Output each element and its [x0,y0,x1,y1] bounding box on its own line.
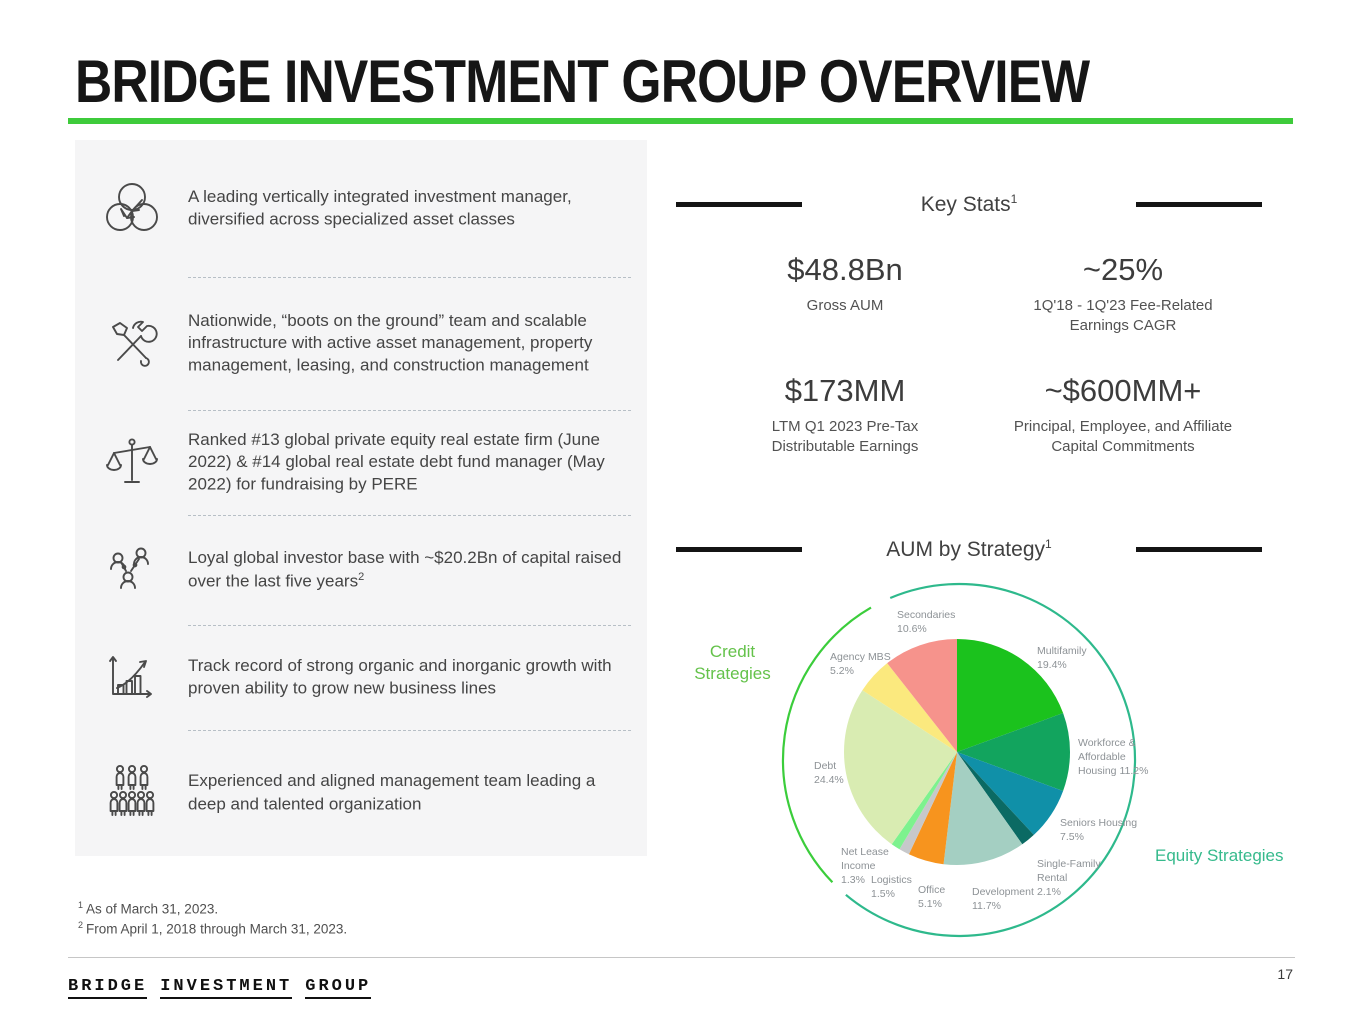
aum-heading: AUM by Strategy1 [676,537,1262,562]
integrated-circles-icon [105,182,158,231]
list-item: Loyal global investor base with ~$20.2Bn… [75,515,647,625]
pie-label-net-lease-income: Net Lease Income 1.3% [841,846,889,886]
pie-label-agency-mbs: Agency MBS 5.2% [830,651,891,677]
divider [188,625,631,626]
list-item-text: Experienced and aligned management team … [188,771,596,814]
investor-network-icon [109,547,149,589]
divider [188,410,631,411]
stat-value: $48.8Bn [787,252,903,287]
key-stats-heading: Key Stats1 [676,192,1262,217]
pie-label-office: Office 5.1% [918,884,946,910]
list-item-text: Nationwide, “boots on the ground” team a… [188,310,593,376]
key-stats-grid: $48.8Bn Gross AUM ~25% 1Q'18 - 1Q'23 Fee… [676,252,1262,457]
list-item: Track record of strong organic and inorg… [75,625,647,730]
pie-label-multifamily: Multifamily 19.4% [1037,645,1087,671]
stat-distributable-earnings: $173MM LTM Q1 2023 Pre-Tax Distributable… [706,373,984,458]
list-item: Experienced and aligned management team … [75,730,647,856]
pie-slice-multifamily [957,639,1064,752]
footnote-2: 2 From April 1, 2018 through March 31, 20… [78,919,348,937]
stat-label: Principal, Employee, and Affiliate Capit… [1013,417,1233,455]
pie-label-development: Development 11.7% [972,886,1034,912]
pie-slice-seniors-housing [957,752,1064,835]
stat-gross-aum: $48.8Bn Gross AUM [706,252,984,337]
company-logo: BRIDGE INVESTMENT GROUP [68,977,372,999]
pie-label-single-family-rental: Single-Family Rental 2.1% [1037,858,1101,898]
list-item: Nationwide, “boots on the ground” team a… [75,277,647,410]
divider [188,515,631,516]
pie-slice-office [908,752,957,865]
stat-value: ~25% [1082,252,1164,287]
strategy-ring-arc-credit [781,606,872,884]
pie-slice-agency-mbs [862,663,957,752]
pie-label-seniors-housing: Seniors Housing 7.5% [1060,817,1138,843]
title-underline [68,118,1293,124]
heading-bar-right [1136,547,1262,552]
stat-label: Gross AUM [806,297,884,314]
divider [188,730,631,731]
pie-label-workforce-affordable-housing: Workforce & Affordable Housing 11.2% [1078,737,1149,777]
pie-slice-secondaries [887,639,957,752]
stat-value: ~$600MM+ [1044,372,1202,408]
page-number: 17 [1277,966,1293,982]
key-stats-title: Key Stats1 [920,192,1018,216]
heading-bar-left [676,202,802,207]
footer-divider [68,957,1295,958]
stat-value: $173MM [784,372,906,408]
list-item-text: Ranked #13 global private equity real es… [188,429,605,495]
pie-slice-development [943,752,1023,866]
list-item-text: Track record of strong organic and inorg… [188,655,612,698]
credit-strategies-label: Credit Strategies [694,642,771,684]
stat-fee-related-earnings-cagr: ~25% 1Q'18 - 1Q'23 Fee-Related Earnings … [984,252,1262,337]
pie-slice-net-lease-income [891,752,957,850]
equity-strategies-label: Equity Strategies [1155,846,1284,865]
list-item-text: A leading vertically integrated investme… [188,186,572,229]
aum-title: AUM by Strategy1 [886,537,1052,561]
tools-icon [111,320,158,367]
pie-label-logistics: Logistics 1.5% [871,874,912,900]
stat-label: LTM Q1 2023 Pre-Tax Distributable Earnin… [771,417,919,455]
pie-slice-workforce-affordable-housing [957,713,1071,791]
scales-icon [105,437,158,483]
divider [188,277,631,278]
pie-slice-logistics [899,752,957,855]
stat-label: 1Q'18 - 1Q'23 Fee-Related Earnings CAGR [1033,297,1213,335]
list-item: Ranked #13 global private equity real es… [75,410,647,515]
heading-bar-right [1136,202,1262,207]
growth-chart-icon [108,655,152,698]
list-item-text: Loyal global investor base with ~$20.2Bn… [188,548,622,591]
aum-pie-chart [781,582,1137,938]
team-people-icon [109,764,154,816]
strategy-ring-arc-equity [845,582,1137,938]
list-item: A leading vertically integrated investme… [75,140,647,277]
stat-capital-commitments: ~$600MM+ Principal, Employee, and Affili… [984,373,1262,458]
heading-bar-left [676,547,802,552]
footnotes: 1 As of March 31, 2023. 2 From April 1, 20… [78,899,347,938]
footnote-1: 1 As of March 31, 2023. [78,900,219,917]
page-title: BRIDGE INVESTMENT GROUP OVERVIEW [75,48,1090,115]
pie-slice-single-family-rental [957,752,1034,845]
pie-label-debt: Debt 24.4% [814,760,844,786]
pie-slice-debt [843,690,957,845]
pie-label-secondaries: Secondaries 10.6% [897,609,956,635]
highlights-panel: A leading vertically integrated investme… [75,140,647,856]
